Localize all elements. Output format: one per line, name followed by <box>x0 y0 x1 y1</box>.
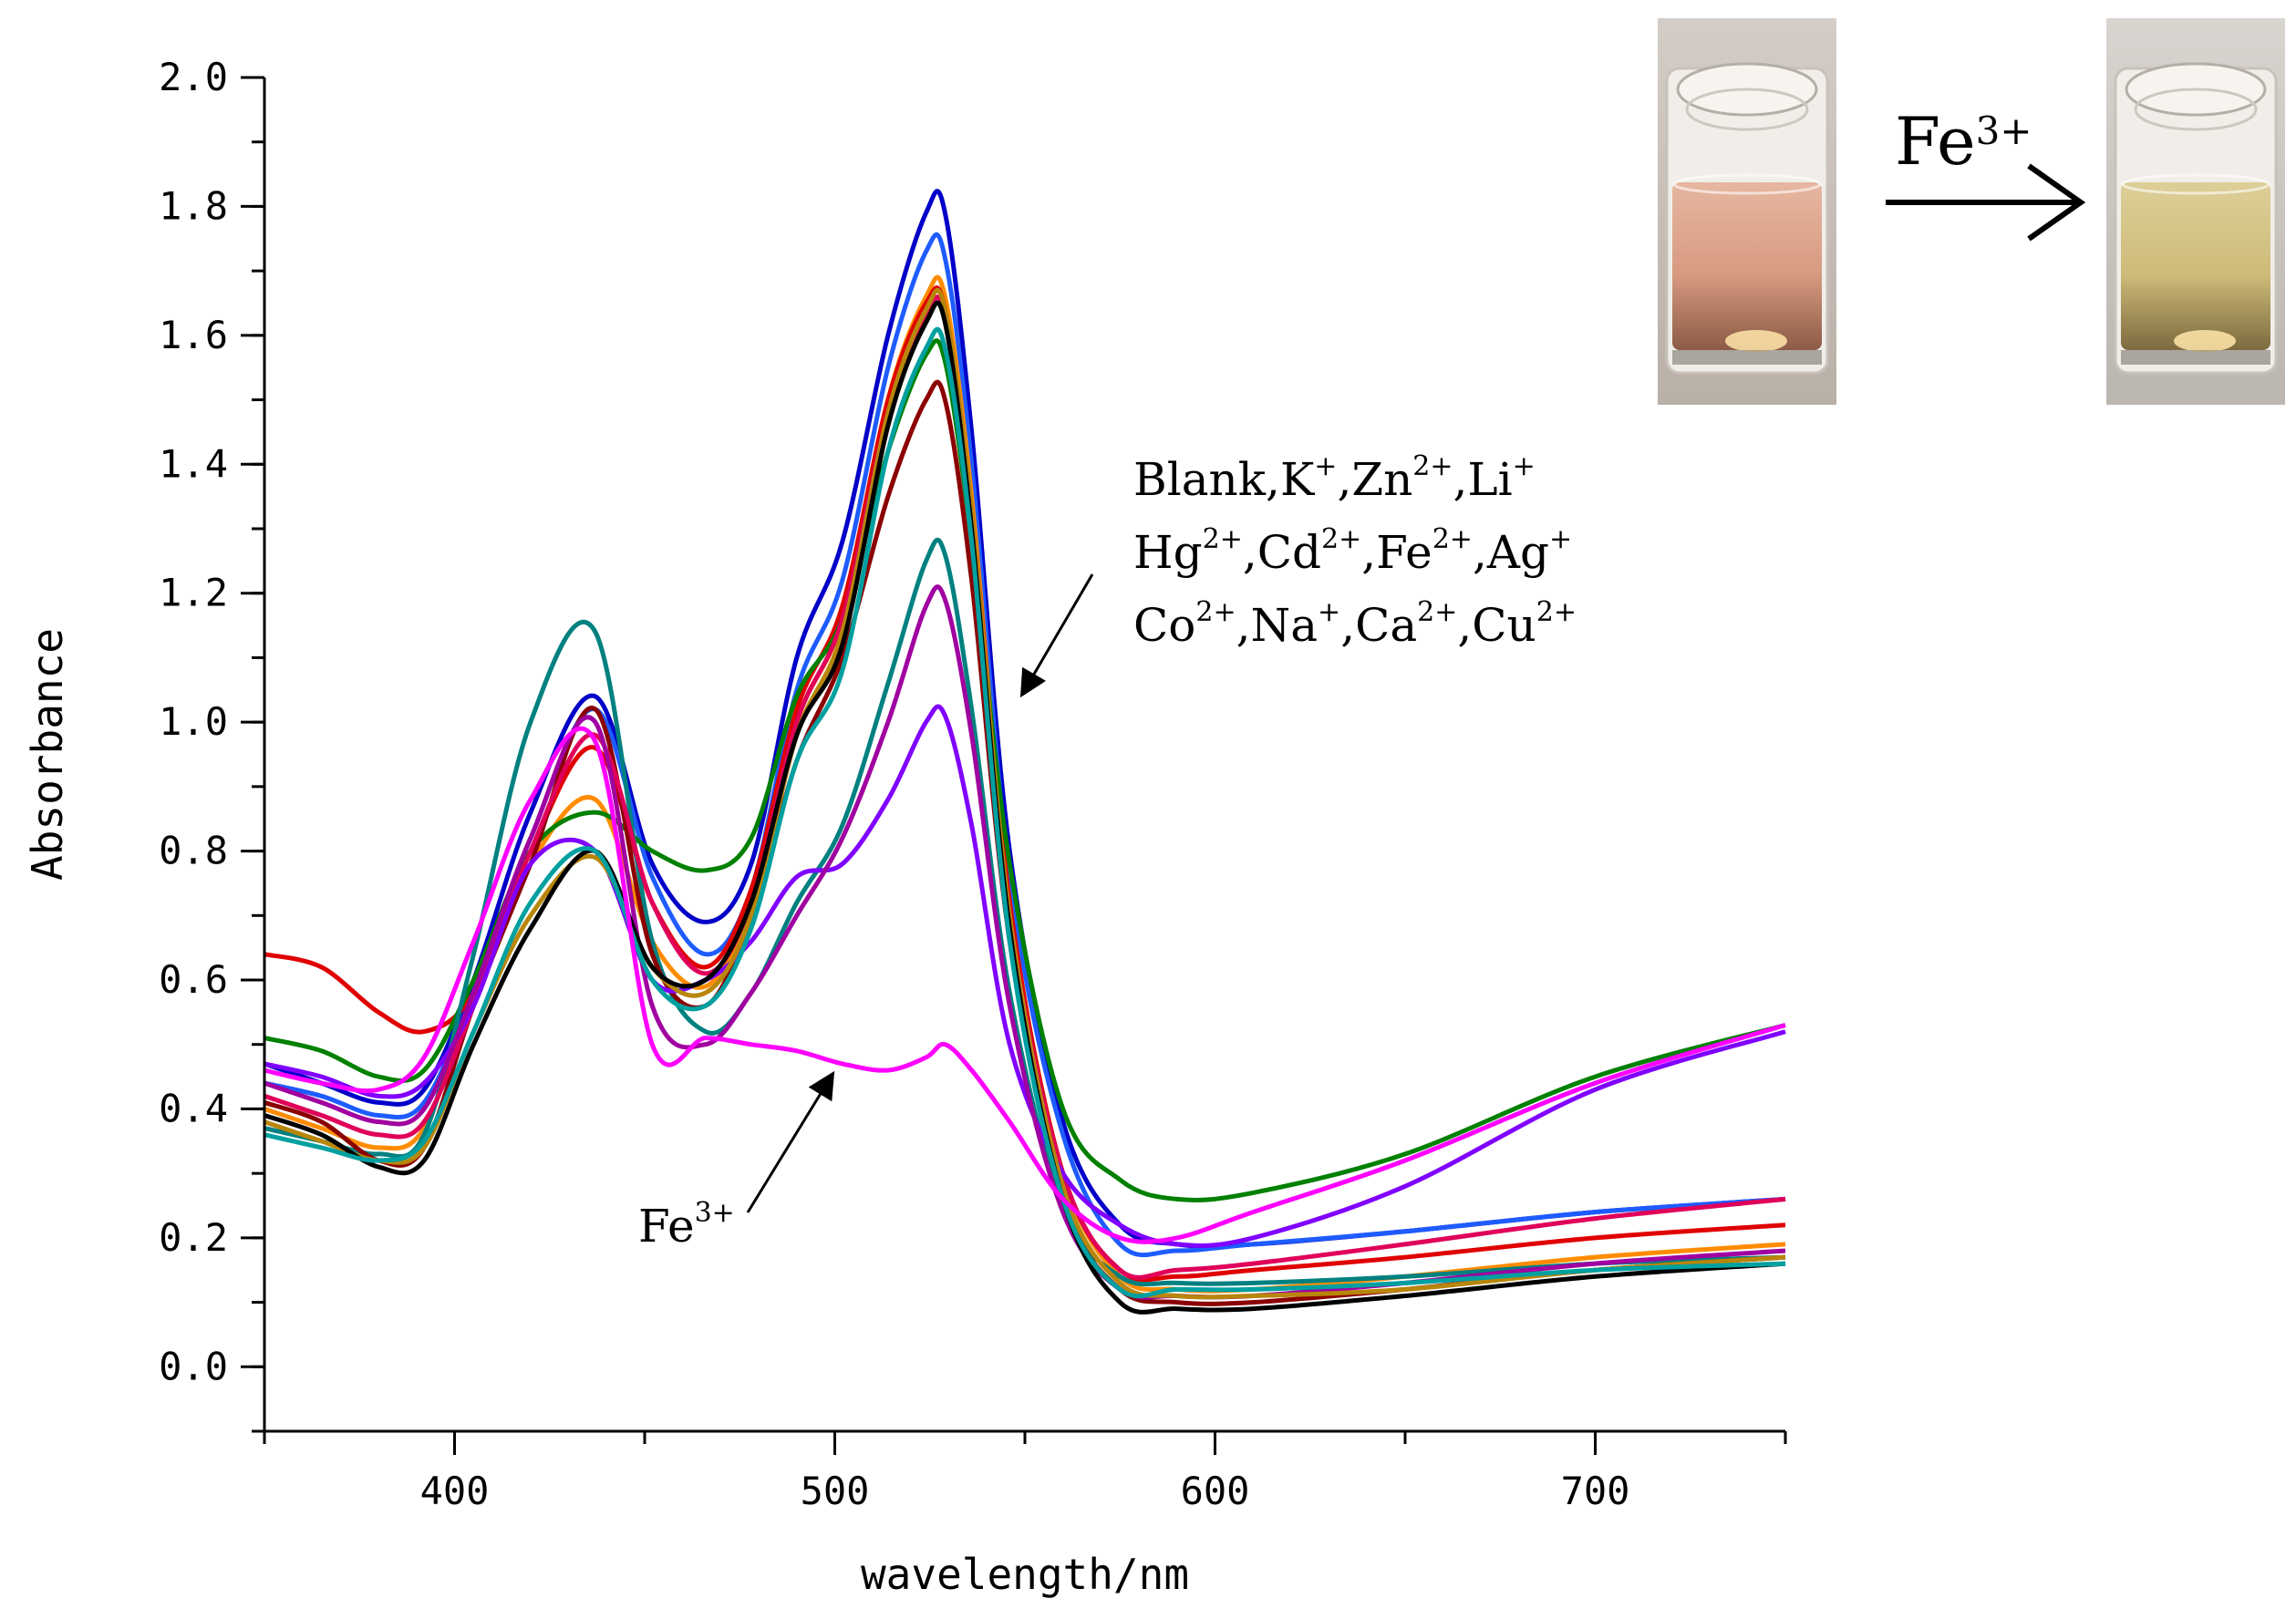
text-run: Fe <box>638 1200 695 1253</box>
series-line-4 <box>264 285 1786 1283</box>
fe3-arrow <box>746 1070 835 1213</box>
vial-after <box>2106 18 2285 405</box>
vial-meniscus <box>2121 173 2270 195</box>
vial-highlight <box>1725 330 1787 352</box>
text-run: ,Ag <box>1473 526 1549 579</box>
text-run: Co <box>1133 599 1195 652</box>
text-run: ,Fe <box>1361 526 1432 579</box>
series-line-8 <box>264 294 1786 1280</box>
series-line-11 <box>264 287 1786 1300</box>
ion-list-line-3: Co2+,Na+,Ca2+,Cu2+ <box>1133 596 1577 652</box>
vial-highlight <box>2174 330 2236 352</box>
x-tick-label: 700 <box>1561 1469 1630 1513</box>
series-line-13 <box>264 326 1786 1299</box>
series-line-2 <box>264 232 1786 1258</box>
text-run: ,Zn <box>1337 453 1412 506</box>
x-tick-label: 600 <box>1181 1469 1250 1513</box>
x-tick-label: 400 <box>420 1469 490 1513</box>
vial-liquid <box>1672 182 1822 350</box>
superscript: 2+ <box>1195 596 1236 628</box>
superscript: + <box>1513 450 1536 482</box>
vial-photos: Fe3+ <box>1658 18 2285 405</box>
vial-meniscus <box>1672 173 1822 195</box>
y-tick-label: 2.0 <box>159 55 228 99</box>
reaction-label: Fe3+ <box>1895 103 2032 180</box>
vial-inner-rim <box>2134 88 2258 131</box>
series-line-12 <box>264 300 1786 1315</box>
ion-list-line-2: Hg2+,Cd2+,Fe2+,Ag+ <box>1133 523 1572 579</box>
superscript: + <box>1318 596 1340 628</box>
text-run: ,Li <box>1453 453 1513 506</box>
series-line-3 <box>264 274 1786 1294</box>
text-run: Hg <box>1133 526 1203 579</box>
y-tick-label: 1.2 <box>159 571 228 615</box>
y-tick-label: 0.6 <box>159 957 228 1002</box>
superscript: 3+ <box>695 1197 735 1229</box>
superscript: 2+ <box>1536 596 1577 628</box>
superscript: 2+ <box>1412 450 1453 482</box>
ion-list-line-1: Blank,K+,Zn2+,Li+ <box>1133 450 1536 506</box>
text-run: ,Na <box>1236 599 1318 652</box>
superscript: 2+ <box>1432 523 1473 555</box>
y-tick-label: 0.0 <box>159 1344 228 1388</box>
series-line-9 <box>264 704 1786 1249</box>
superscript: + <box>1314 450 1337 482</box>
text-run: ,Ca <box>1340 599 1417 652</box>
x-tick-label: 500 <box>801 1469 870 1513</box>
vial-base-shadow <box>1672 350 1822 365</box>
series-line-7 <box>264 379 1786 1306</box>
series-line-14 <box>264 726 1786 1244</box>
y-tick-label: 1.0 <box>159 699 228 744</box>
text-run: ,Cd <box>1243 526 1321 579</box>
superscript: 2+ <box>1417 596 1457 628</box>
text-run: Blank,K <box>1133 453 1316 506</box>
y-axis-title: Absorbance <box>23 628 72 881</box>
vial-base-shadow <box>2121 350 2270 365</box>
series-line-6 <box>264 537 1786 1287</box>
vial-inner-rim <box>1685 88 1809 131</box>
plot-series-group <box>264 189 1786 1315</box>
superscript: 2+ <box>1321 523 1361 555</box>
text-run: ,Cu <box>1457 599 1536 652</box>
y-tick-label: 0.8 <box>159 829 228 873</box>
y-tick-label: 0.4 <box>159 1086 228 1130</box>
vial-before <box>1658 18 1836 405</box>
y-tick-label: 1.6 <box>159 313 228 357</box>
x-axis-title: wavelength/nm <box>861 1550 1189 1599</box>
annotations: Blank,K+,Zn2+,Li+Hg2+,Cd2+,Fe2+,Ag+Co2+,… <box>638 450 1577 1253</box>
superscript: 2+ <box>1203 523 1243 555</box>
reaction-arrow-head <box>2027 163 2086 242</box>
y-tick-label: 1.8 <box>159 183 228 228</box>
superscript: + <box>1549 523 1572 555</box>
text-run: Fe <box>1895 103 1976 180</box>
y-tick-label: 1.4 <box>159 441 228 486</box>
ion-list-arrow <box>1019 573 1094 698</box>
superscript: 3+ <box>1976 108 2032 153</box>
fe3-curve-label: Fe3+ <box>638 1197 735 1253</box>
vial-liquid <box>2121 182 2270 350</box>
axes: 0.0 0.2 0.4 0.6 0.8 1.0 1.2 1.4 1.6 1.8 2.0 400 500 6… <box>23 55 1787 1599</box>
y-tick-label: 0.2 <box>159 1215 228 1260</box>
